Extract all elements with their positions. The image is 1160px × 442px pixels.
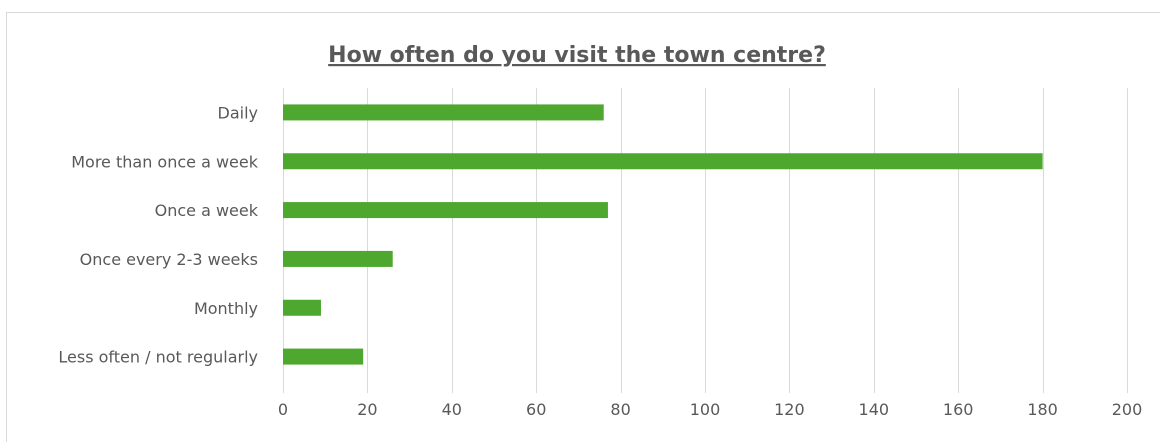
bars bbox=[283, 104, 1043, 365]
bar-6 bbox=[283, 348, 364, 365]
category-label: Once every 2-3 weeks bbox=[80, 250, 258, 269]
x-tick-label: 20 bbox=[357, 400, 377, 419]
category-label: Daily bbox=[218, 103, 258, 122]
x-tick-label: 0 bbox=[278, 400, 288, 419]
bar-5 bbox=[283, 299, 321, 316]
bar-2 bbox=[283, 153, 1043, 170]
x-tick-label: 160 bbox=[943, 400, 974, 419]
x-tick-label: 140 bbox=[859, 400, 890, 419]
x-tick-label: 120 bbox=[774, 400, 805, 419]
category-labels: Daily More than once a week Once a week Onc… bbox=[58, 103, 258, 366]
chart-title: How often do you visit the town centre? bbox=[328, 43, 826, 68]
category-label: Once a week bbox=[155, 201, 259, 220]
bar-3 bbox=[283, 202, 608, 219]
x-tick-label: 40 bbox=[442, 400, 462, 419]
bar-1 bbox=[283, 104, 604, 121]
category-label: Less often / not regularly bbox=[58, 348, 258, 367]
bar-4 bbox=[283, 250, 393, 267]
x-tick-label: 180 bbox=[1027, 400, 1058, 419]
x-tick-label: 60 bbox=[526, 400, 546, 419]
x-tick-label: 100 bbox=[690, 400, 721, 419]
chart: How often do you visit the town centre? … bbox=[58, 43, 1142, 419]
grid bbox=[283, 88, 1128, 393]
x-axis-tick-labels: 0 20 40 60 80 100 120 140 160 180 200 bbox=[278, 400, 1142, 419]
category-label: Monthly bbox=[194, 299, 258, 318]
category-label: More than once a week bbox=[71, 152, 259, 171]
x-tick-label: 200 bbox=[1112, 400, 1143, 419]
chart-frame bbox=[6, 12, 1160, 442]
x-tick-label: 80 bbox=[610, 400, 630, 419]
